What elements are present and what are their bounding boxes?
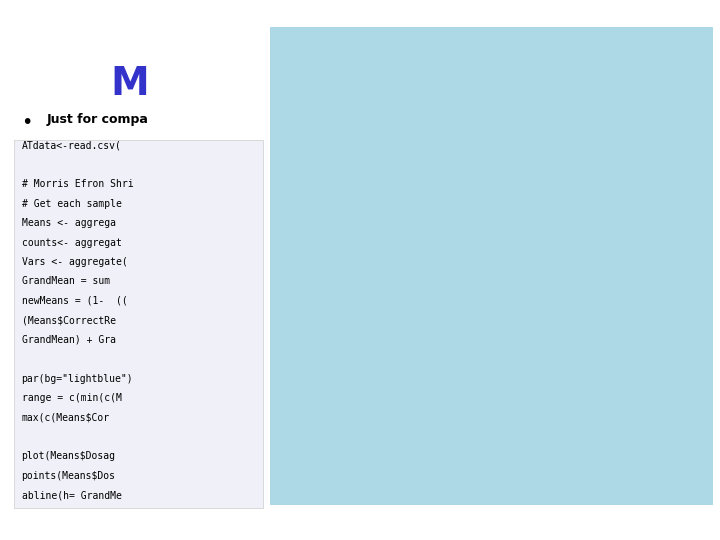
Text: max(c(Means$Cor: max(c(Means$Cor: [22, 413, 109, 423]
Point: [544, 185, 556, 194]
Text: GrandMean) + Gra: GrandMean) + Gra: [22, 335, 116, 345]
Point: [368, 395, 379, 404]
Text: Means <- aggrega: Means <- aggrega: [22, 218, 116, 228]
Text: par(bg="lightblue"): par(bg="lightblue"): [22, 374, 133, 384]
Text: # Get each sample: # Get each sample: [22, 199, 122, 209]
Text: (Means$CorrectRe: (Means$CorrectRe: [22, 315, 116, 326]
Text: newMeans = (1-  ((: newMeans = (1- ((: [22, 296, 127, 306]
Text: counts<- aggregat: counts<- aggregat: [22, 238, 122, 248]
Text: abline(h= GrandMe: abline(h= GrandMe: [22, 490, 122, 501]
Text: plot(Means$Dosag: plot(Means$Dosag: [22, 451, 116, 462]
Title: Morris-Efron: Morris-Efron: [452, 55, 559, 70]
Text: # Morris Efron Shri: # Morris Efron Shri: [22, 179, 133, 190]
Text: range = c(min(c(M: range = c(min(c(M: [22, 393, 122, 403]
Text: •: •: [22, 113, 33, 132]
Text: M: M: [110, 65, 149, 103]
Text: GrandMean = sum: GrandMean = sum: [22, 276, 109, 287]
Text: ATdata<-read.csv(: ATdata<-read.csv(: [22, 140, 122, 151]
Point: [456, 413, 467, 421]
Text: Vars <- aggregate(: Vars <- aggregate(: [22, 257, 127, 267]
Text: Just for compa: Just for compa: [47, 113, 148, 126]
Point: [632, 163, 644, 172]
Text: points(Means$Dos: points(Means$Dos: [22, 471, 116, 481]
